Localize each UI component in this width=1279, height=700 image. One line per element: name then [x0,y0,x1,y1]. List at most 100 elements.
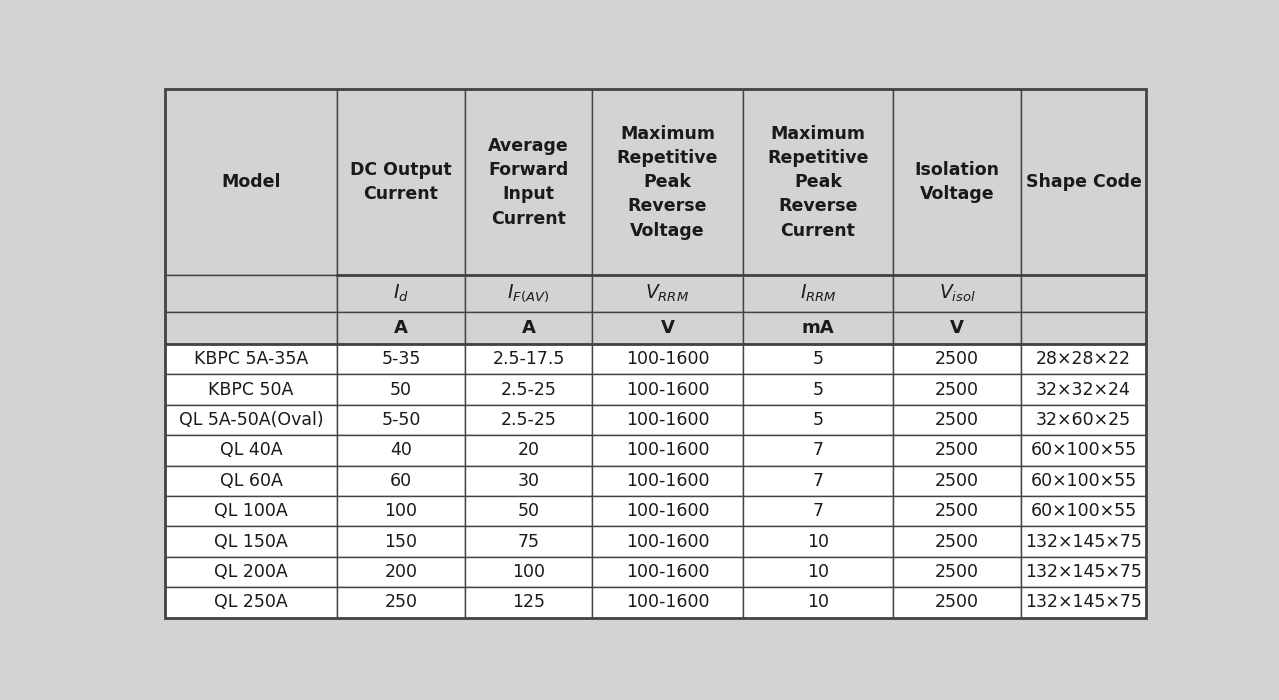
Text: 10: 10 [807,563,829,581]
Text: 132×145×75: 132×145×75 [1024,533,1142,551]
Bar [165,556,338,587]
Bar [338,312,464,344]
Text: 2500: 2500 [935,472,978,490]
Text: V: V [950,318,964,337]
Bar [165,374,338,405]
Bar [743,496,893,526]
Bar [165,496,338,526]
Text: 100-1600: 100-1600 [625,502,710,520]
Bar [464,275,592,312]
Bar [592,466,743,496]
Text: 2500: 2500 [935,411,978,429]
Bar [893,526,1021,556]
Text: 32×32×24: 32×32×24 [1036,381,1131,398]
Text: QL 5A-50A(Oval): QL 5A-50A(Oval) [179,411,324,429]
Text: 100-1600: 100-1600 [625,472,710,490]
Bar [1021,587,1146,617]
Bar [1021,90,1146,275]
Text: 20: 20 [518,441,540,459]
Bar [338,496,464,526]
Bar [464,405,592,435]
Text: 5: 5 [812,350,824,368]
Text: A: A [394,318,408,337]
Text: Maximum
Repetitive
Peak
Reverse
Voltage: Maximum Repetitive Peak Reverse Voltage [616,125,719,240]
Text: 28×28×22: 28×28×22 [1036,350,1131,368]
Bar [1021,526,1146,556]
Text: 250: 250 [385,594,417,611]
Text: Isolation
Voltage: Isolation Voltage [914,161,999,203]
Bar [338,405,464,435]
Bar [1021,405,1146,435]
Text: 100-1600: 100-1600 [625,350,710,368]
Bar [743,556,893,587]
Text: 5: 5 [812,411,824,429]
Bar [338,556,464,587]
Text: 7: 7 [812,441,824,459]
Text: QL 40A: QL 40A [220,441,283,459]
Bar [893,466,1021,496]
Bar [165,587,338,617]
Bar [743,466,893,496]
Text: $I_d$: $I_d$ [393,283,409,304]
Bar [464,526,592,556]
Bar [338,374,464,405]
Bar [338,587,464,617]
Bar [165,435,338,466]
Text: 2500: 2500 [935,594,978,611]
Bar [464,496,592,526]
Bar [338,435,464,466]
Bar [1021,374,1146,405]
Bar [1021,344,1146,374]
Text: 2.5-25: 2.5-25 [500,381,556,398]
Bar [338,344,464,374]
Bar [592,556,743,587]
Text: 60×100×55: 60×100×55 [1031,472,1137,490]
Text: QL 250A: QL 250A [214,594,288,611]
Bar [893,275,1021,312]
Text: 10: 10 [807,594,829,611]
Bar [592,275,743,312]
Text: 100-1600: 100-1600 [625,533,710,551]
Bar [743,275,893,312]
Bar [338,275,464,312]
Text: QL 200A: QL 200A [214,563,288,581]
Bar [165,405,338,435]
Text: 2.5-25: 2.5-25 [500,411,556,429]
Text: 5-50: 5-50 [381,411,421,429]
Bar [464,435,592,466]
Bar [592,374,743,405]
Bar [743,405,893,435]
Text: Average
Forward
Input
Current: Average Forward Input Current [489,136,569,228]
Bar [1021,312,1146,344]
Bar [165,526,338,556]
Text: 7: 7 [812,472,824,490]
Text: 132×145×75: 132×145×75 [1024,594,1142,611]
Bar [464,344,592,374]
Bar [893,587,1021,617]
Text: 100-1600: 100-1600 [625,441,710,459]
Text: 50: 50 [390,381,412,398]
Bar [743,312,893,344]
Text: 30: 30 [518,472,540,490]
Text: DC Output
Current: DC Output Current [350,161,451,203]
Text: 100-1600: 100-1600 [625,411,710,429]
Bar [743,344,893,374]
Text: 2500: 2500 [935,441,978,459]
Bar [743,90,893,275]
Text: 2500: 2500 [935,502,978,520]
Bar [1021,556,1146,587]
Bar [464,556,592,587]
Text: 100-1600: 100-1600 [625,381,710,398]
Bar [592,526,743,556]
Text: 2500: 2500 [935,350,978,368]
Text: $V_{isol}$: $V_{isol}$ [939,283,976,304]
Bar [1021,275,1146,312]
Text: Shape Code: Shape Code [1026,173,1141,191]
Bar [743,435,893,466]
Text: 7: 7 [812,502,824,520]
Bar [165,275,338,312]
Text: 40: 40 [390,441,412,459]
Bar [338,526,464,556]
Bar [592,587,743,617]
Bar [893,90,1021,275]
